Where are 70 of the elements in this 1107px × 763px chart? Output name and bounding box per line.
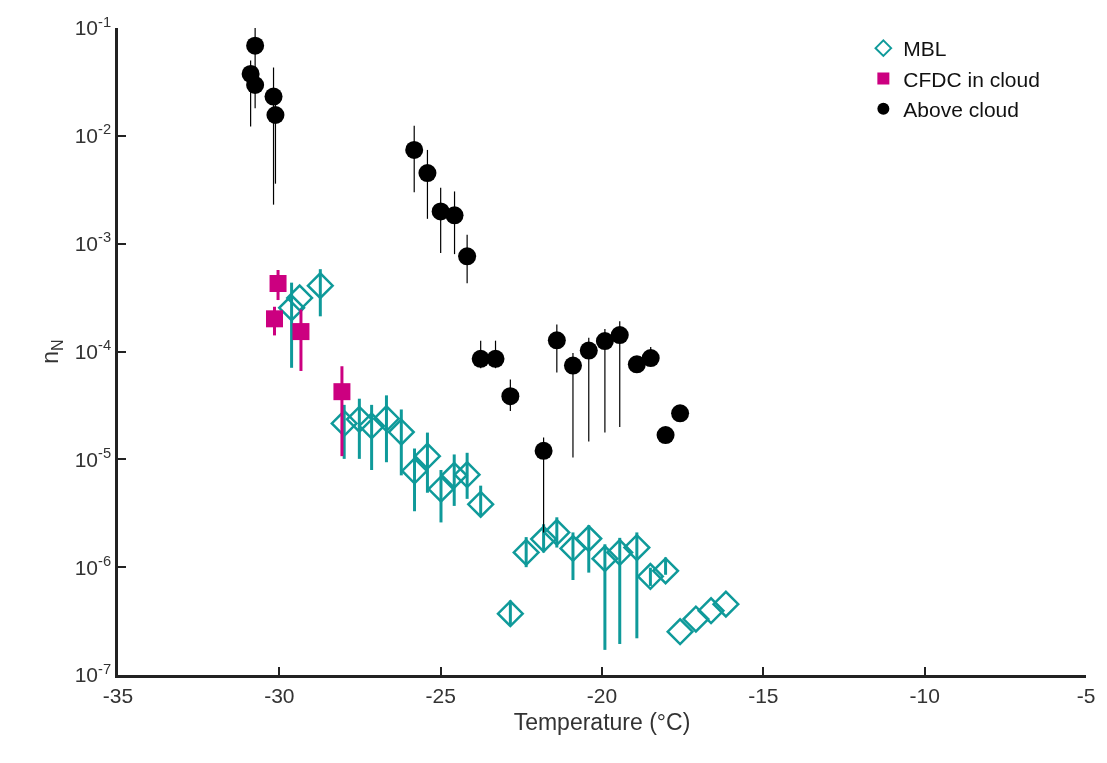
point (387, 418, 415, 446)
point (486, 349, 505, 368)
point (246, 36, 265, 55)
point (682, 605, 710, 633)
point (656, 426, 675, 445)
point (641, 349, 660, 368)
point (610, 326, 629, 345)
point (666, 618, 694, 646)
point (595, 332, 614, 351)
point (530, 525, 558, 553)
point (333, 383, 351, 401)
point (534, 441, 553, 460)
point (712, 590, 740, 618)
y-tick-label: 10$^{-1}$ (74, 13, 112, 40)
point (606, 538, 634, 567)
point (471, 349, 490, 368)
point (453, 461, 481, 489)
point (413, 442, 442, 470)
point (512, 538, 540, 567)
point (405, 140, 424, 159)
point (559, 534, 587, 563)
point (246, 76, 265, 94)
y-tick-label: 10$^{-4}$ (74, 337, 112, 363)
point (547, 331, 566, 350)
point (372, 405, 401, 433)
y-tick-label: 10$^{-5}$ (74, 444, 112, 471)
point (269, 275, 287, 293)
point (418, 164, 437, 183)
point (623, 533, 651, 562)
point (306, 272, 334, 300)
point (265, 310, 283, 328)
point (445, 206, 464, 225)
point (440, 461, 468, 489)
legend-label: Above cloud (903, 97, 1019, 121)
x-tick-label: -5 (1076, 683, 1096, 707)
x-tick-label: -30 (264, 683, 295, 707)
point (579, 341, 598, 360)
point (277, 294, 306, 322)
x-tick-label: -25 (425, 683, 456, 707)
point (671, 404, 690, 423)
legend-label: MBL (903, 37, 947, 61)
point (266, 106, 285, 124)
x-tick-label: -15 (748, 683, 779, 707)
legend-label: CFDC in cloud (903, 67, 1040, 91)
point (292, 323, 310, 341)
x-tick-label: -20 (586, 683, 618, 707)
point (651, 557, 680, 585)
point (697, 597, 725, 625)
y-tick-label: 10$^{-6}$ (74, 552, 112, 579)
point (264, 87, 283, 106)
point (400, 457, 429, 485)
point (286, 284, 314, 312)
point (563, 356, 582, 375)
point (636, 562, 664, 591)
point (458, 247, 477, 266)
point (496, 600, 524, 628)
point (591, 545, 619, 573)
y-tick-label: 10$^{-3}$ (74, 229, 112, 256)
point (501, 387, 520, 406)
point (358, 412, 386, 440)
point (543, 518, 571, 547)
point (575, 525, 603, 553)
point (330, 409, 358, 438)
point (345, 405, 373, 433)
y-tick-label: 10$^{-2}$ (74, 121, 112, 148)
point (627, 355, 646, 374)
point (467, 490, 495, 518)
x-axis-title: Temperature (°C) (513, 708, 691, 735)
x-tick-label: -10 (909, 683, 940, 707)
point (427, 475, 455, 503)
